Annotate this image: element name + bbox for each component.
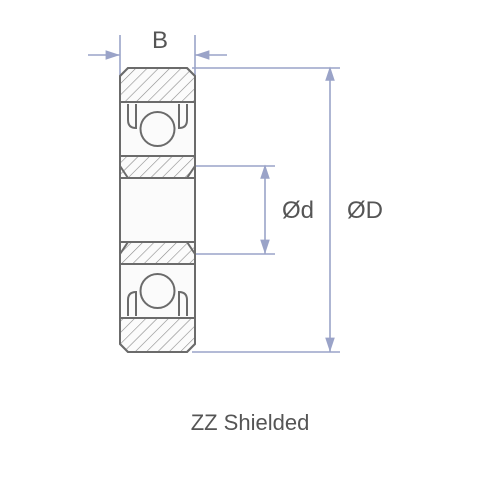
diagram-caption: ZZ Shielded	[0, 410, 500, 436]
label-d-outer: ØD	[347, 197, 383, 224]
bearing-body	[120, 68, 195, 352]
upper-race-assembly	[120, 102, 195, 156]
outer-ring-upper-hatch	[120, 68, 195, 102]
bore-gap	[120, 178, 195, 242]
dimension-d-outer	[192, 68, 340, 352]
label-d-inner: Ød	[282, 197, 314, 224]
diagram-canvas: B Ød ØD	[0, 0, 500, 500]
lower-race-assembly	[120, 264, 195, 318]
inner-ring-lower-hatch	[120, 242, 195, 264]
caption-text: ZZ Shielded	[191, 410, 310, 435]
dimension-d-inner	[190, 166, 275, 254]
label-b: B	[152, 27, 168, 54]
outer-ring-lower-hatch	[120, 318, 195, 352]
inner-ring-upper-hatch	[120, 156, 195, 178]
